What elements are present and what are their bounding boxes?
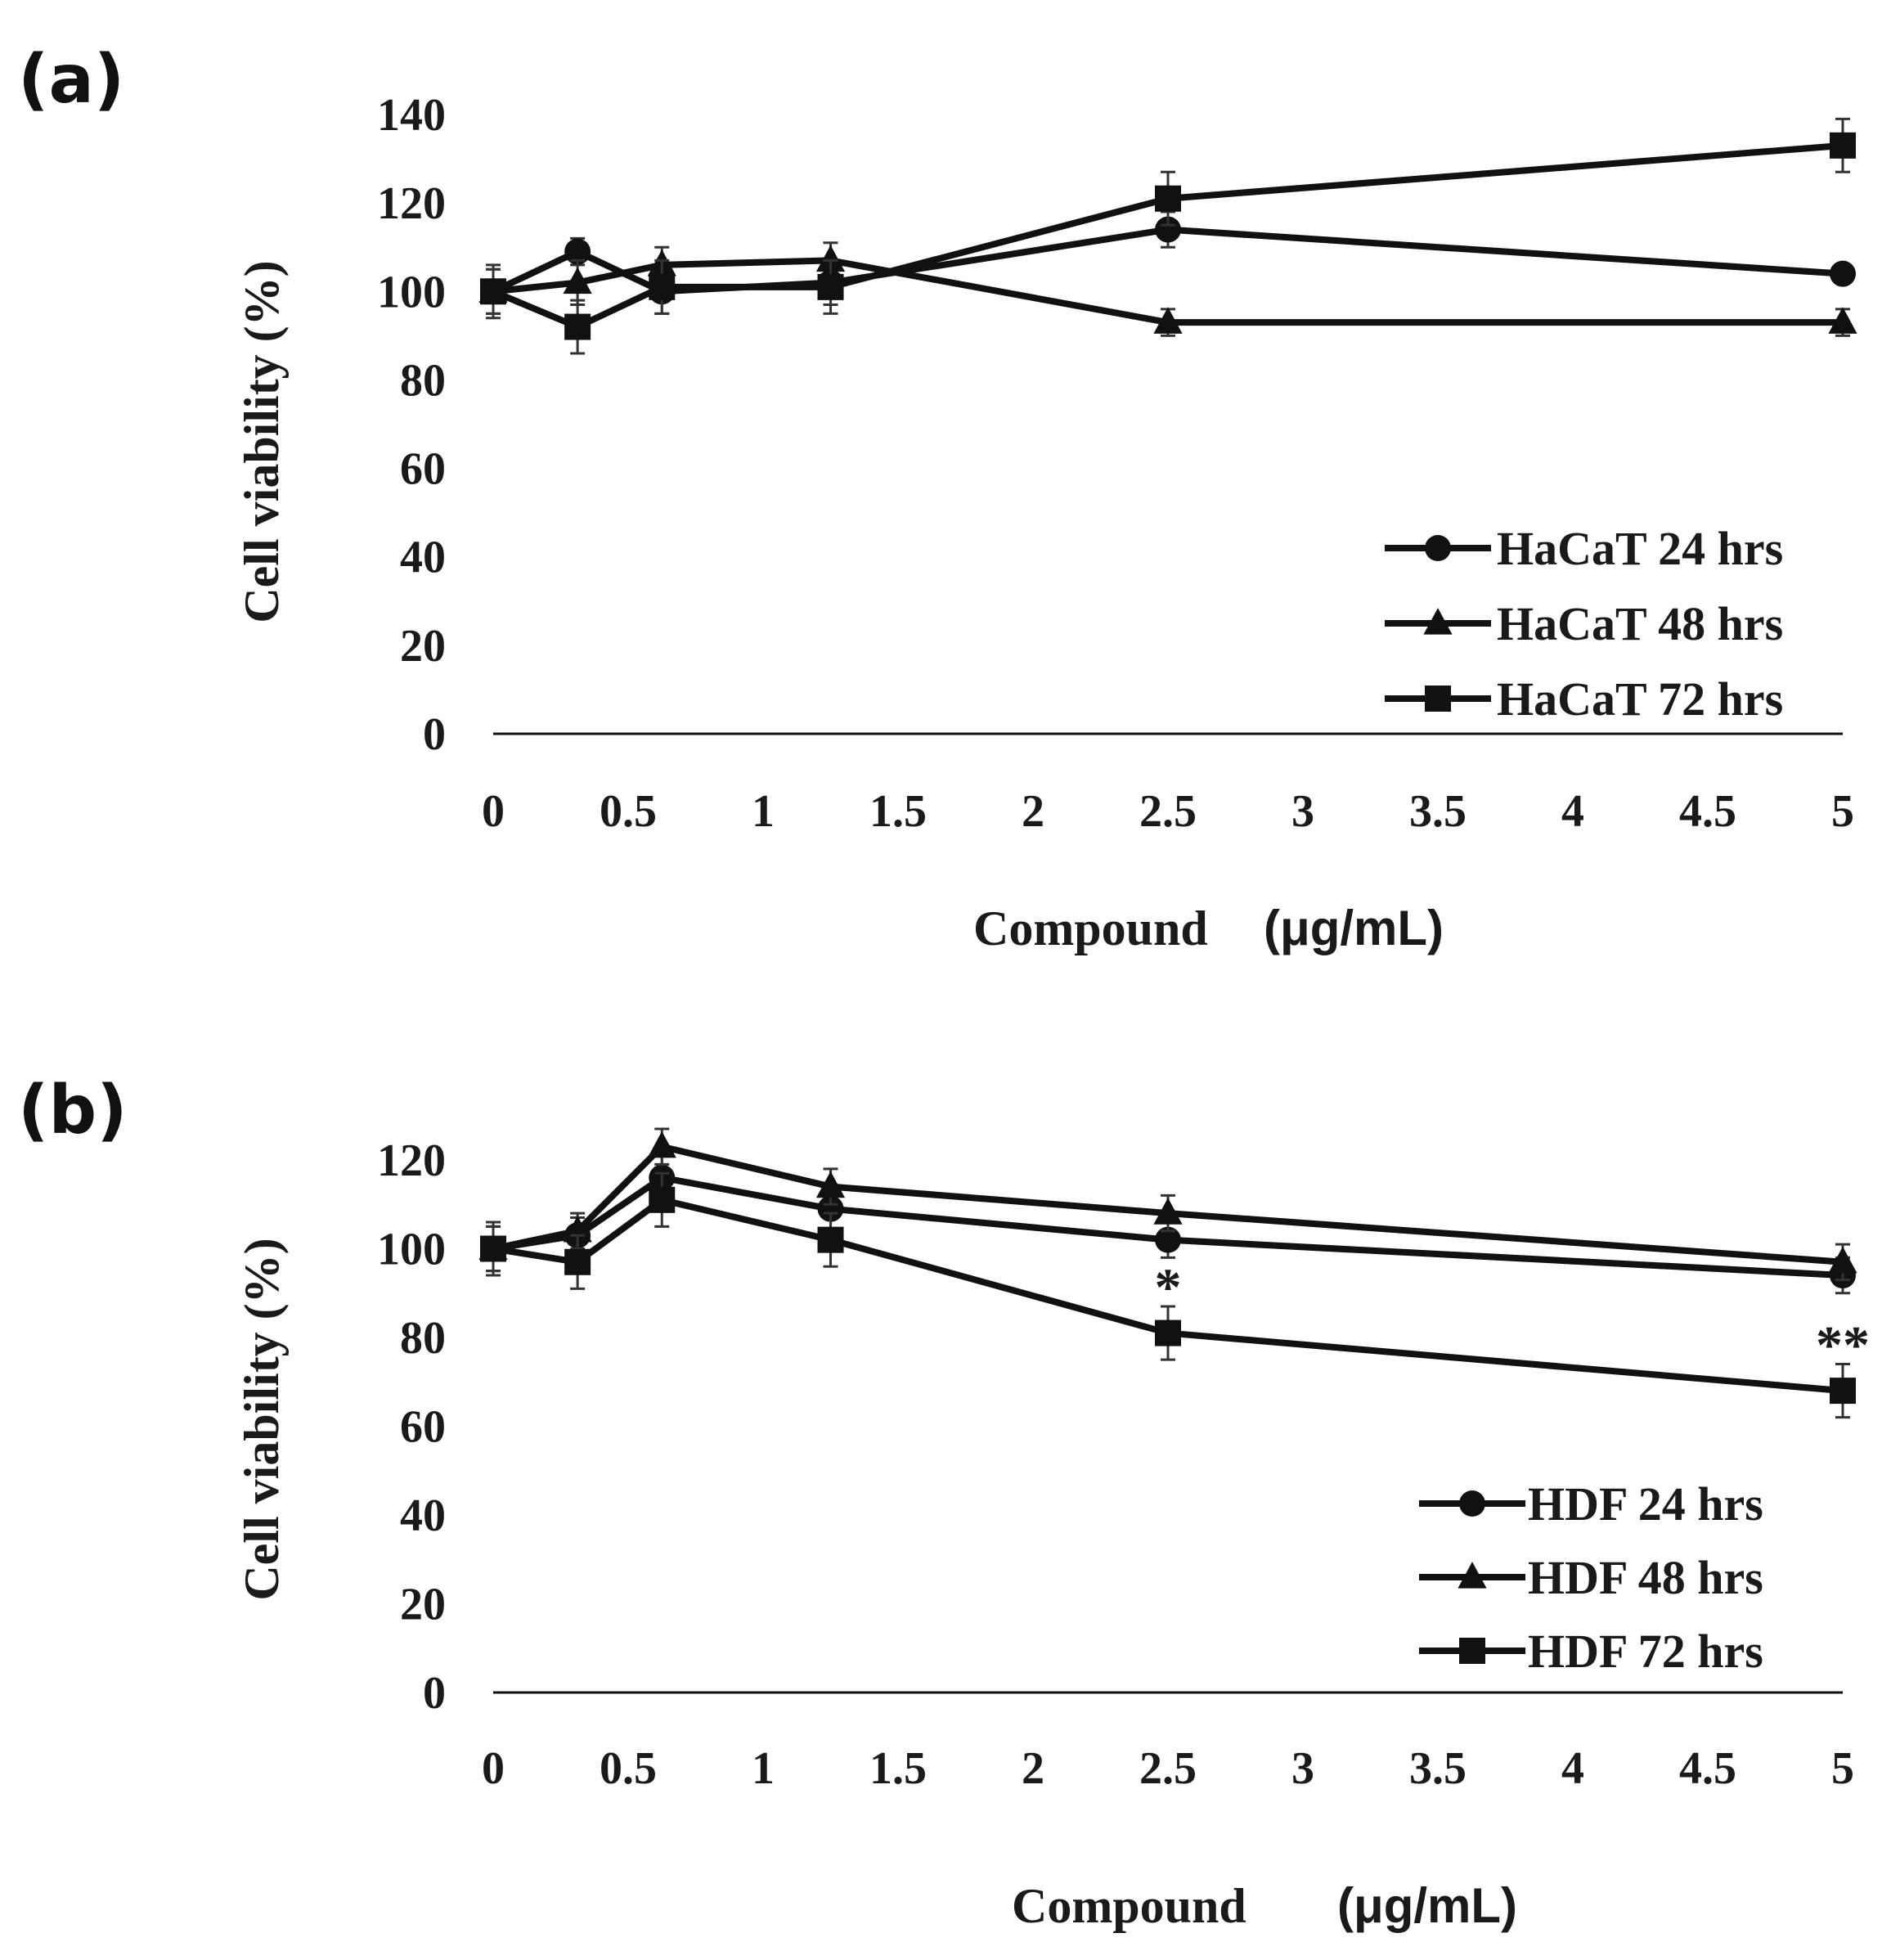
legend-label: HaCaT 24 hrs	[1497, 522, 1783, 575]
legend: HDF 24 hrs HDF 48 hrs HDF 72 hrs	[1419, 1477, 1763, 1678]
data-point	[1155, 216, 1181, 243]
y-tick-label: 20	[400, 621, 446, 672]
chart-panel-a: (a) 0 20 40 60 80 100 120 140 0 0.5 1 1.5 2 2.5 3 3.5 4 4.…	[18, 41, 1857, 955]
x-tick-label: 1	[752, 786, 775, 837]
significance-mark: *	[1155, 1257, 1182, 1317]
x-tick-label: 0	[482, 1743, 505, 1794]
panel-label: (a)	[18, 41, 124, 119]
legend-label: HDF 24 hrs	[1528, 1477, 1763, 1531]
data-point	[1153, 307, 1183, 334]
legend-marker	[1459, 1490, 1485, 1517]
series-square	[480, 1171, 1856, 1419]
x-tick-label: 1	[752, 1743, 775, 1794]
data-point	[817, 1226, 844, 1253]
series-line	[492, 1143, 1844, 1265]
data-point	[1155, 1226, 1181, 1253]
series-line	[492, 142, 1844, 330]
data-point	[564, 313, 591, 340]
data-point	[564, 1248, 591, 1275]
x-axis-unit: (μg/mL)	[1337, 1878, 1517, 1933]
data-point	[647, 1131, 676, 1158]
series-triangle	[478, 1127, 1857, 1281]
chart-panel-b: (b) 0 20 40 60 80 100 120 0 0.5 1 1.5 2 2.5 3 3.5 4 4.5 5 C…	[18, 1072, 1870, 1933]
x-tick-label: 4	[1561, 1743, 1584, 1794]
legend-label: HaCaT 48 hrs	[1497, 597, 1783, 650]
x-tick-label: 0.5	[600, 786, 657, 837]
significance-mark: **	[1816, 1315, 1870, 1375]
y-tick-label: 100	[377, 1225, 446, 1275]
x-axis-title: Compound	[1012, 1879, 1246, 1933]
y-tick-label: 100	[377, 267, 446, 317]
y-tick-label: 120	[377, 1135, 446, 1186]
legend-marker	[1459, 1638, 1485, 1664]
data-point	[1828, 1246, 1857, 1274]
x-tick-label: 3	[1291, 786, 1314, 837]
x-tick-label: 4.5	[1679, 786, 1736, 837]
data-point	[1155, 185, 1181, 212]
x-tick-label: 2	[1022, 1743, 1044, 1794]
data-point	[1155, 1319, 1181, 1346]
legend-label: HDF 48 hrs	[1528, 1551, 1763, 1604]
data-point	[1830, 132, 1856, 159]
data-point	[564, 238, 591, 265]
legend-marker	[1423, 608, 1453, 635]
y-axis-title: Cell viability (%)	[235, 1238, 289, 1600]
data-point	[649, 1186, 676, 1213]
legend-marker	[1425, 535, 1451, 561]
series-line	[492, 257, 1843, 326]
legend-marker	[1425, 686, 1451, 712]
y-tick-label: 0	[423, 709, 446, 760]
x-tick-label: 1.5	[869, 786, 927, 837]
x-tick-label: 2.5	[1139, 1743, 1197, 1794]
series-line	[492, 1174, 1844, 1279]
x-tick-label: 4.5	[1679, 1743, 1736, 1794]
y-axis-title: Cell viability (%)	[235, 260, 289, 623]
data-point	[1830, 260, 1856, 287]
x-tick-label: 4	[1561, 786, 1584, 837]
data-point	[649, 273, 676, 300]
legend-label: HDF 72 hrs	[1528, 1625, 1763, 1678]
x-tick-label: 5	[1831, 1743, 1854, 1794]
legend: HaCaT 24 hrs HaCaT 48 hrs HaCaT 72 hrs	[1385, 522, 1783, 726]
legend-marker	[1458, 1562, 1487, 1589]
x-tick-label: 1.5	[869, 1743, 927, 1794]
series-line	[492, 1196, 1844, 1395]
x-tick-label: 3.5	[1409, 786, 1467, 837]
x-tick-label: 2	[1022, 786, 1044, 837]
data-point	[815, 1171, 846, 1198]
y-tick-label: 40	[400, 1490, 446, 1541]
x-tick-label: 2.5	[1139, 786, 1197, 837]
x-axis-unit: (μg/mL)	[1264, 901, 1444, 955]
x-axis-title: Compound	[973, 901, 1208, 955]
legend-label: HaCaT 72 hrs	[1497, 672, 1783, 726]
data-point	[1153, 1198, 1183, 1225]
y-tick-label: 60	[400, 444, 446, 495]
y-tick-label: 140	[377, 90, 446, 141]
panel-label: (b)	[18, 1072, 128, 1149]
data-point	[1828, 307, 1857, 334]
data-point	[817, 1195, 844, 1222]
y-tick-label: 120	[377, 178, 446, 229]
y-tick-label: 80	[400, 1313, 446, 1364]
y-tick-label: 20	[400, 1580, 446, 1630]
data-point	[1830, 1378, 1856, 1405]
data-point	[817, 273, 844, 300]
y-tick-label: 40	[400, 533, 446, 583]
data-point	[563, 267, 592, 294]
y-tick-label: 80	[400, 355, 446, 406]
y-tick-label: 0	[423, 1668, 446, 1719]
y-tick-label: 60	[400, 1402, 446, 1453]
data-point	[480, 278, 506, 305]
x-tick-label: 3.5	[1409, 1743, 1467, 1794]
x-tick-label: 0	[482, 786, 505, 837]
series-square	[480, 117, 1856, 355]
x-tick-label: 0.5	[600, 1743, 657, 1794]
x-tick-label: 3	[1291, 1743, 1314, 1794]
data-point	[815, 245, 846, 272]
data-point	[480, 1235, 506, 1262]
x-tick-label: 5	[1831, 786, 1854, 837]
